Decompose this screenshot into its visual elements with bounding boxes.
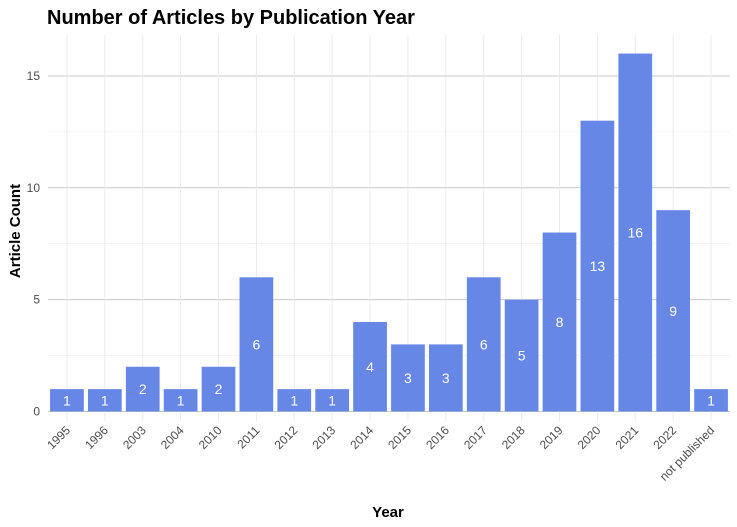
bar bbox=[694, 389, 728, 412]
x-tick-label: 2013 bbox=[310, 423, 339, 452]
y-tick-label: 15 bbox=[27, 69, 41, 83]
bar bbox=[201, 366, 236, 412]
bar bbox=[391, 344, 425, 412]
bar bbox=[656, 210, 691, 412]
bar-value-label: 1 bbox=[290, 392, 298, 408]
x-tick-label: 2014 bbox=[347, 423, 376, 452]
bar-value-label: 2 bbox=[139, 381, 147, 397]
x-tick-label: 2011 bbox=[234, 423, 262, 451]
bar bbox=[163, 389, 198, 412]
bar-value-label: 1 bbox=[101, 392, 109, 408]
bar bbox=[239, 277, 274, 412]
bar bbox=[542, 232, 577, 412]
y-axis-ticks: 0 5 10 15 bbox=[27, 69, 41, 419]
chart-title: Number of Articles by Publication Year bbox=[47, 7, 415, 29]
y-tick-label: 5 bbox=[33, 293, 40, 307]
bars bbox=[50, 53, 728, 412]
bar bbox=[125, 366, 160, 412]
x-tick-label: 2020 bbox=[575, 423, 604, 452]
bar bbox=[466, 277, 501, 412]
bar-value-label: 16 bbox=[627, 225, 643, 241]
y-axis-title: Article Count bbox=[7, 184, 24, 278]
bar bbox=[504, 299, 539, 412]
x-tick-label: 2022 bbox=[651, 423, 680, 452]
bar-value-label: 1 bbox=[63, 392, 71, 408]
x-tick-label: 2021 bbox=[613, 423, 642, 452]
x-axis-title: Year bbox=[372, 504, 404, 521]
x-tick-label: 2016 bbox=[423, 423, 452, 452]
x-tick-label: 1996 bbox=[82, 423, 111, 452]
bar-value-label: 1 bbox=[707, 392, 715, 408]
bar bbox=[277, 389, 312, 412]
bar bbox=[50, 389, 84, 412]
y-tick-label: 0 bbox=[33, 405, 40, 419]
bar-value-label: 6 bbox=[252, 336, 260, 352]
bar-labels: 1 1 2 1 2 6 1 1 4 3 3 6 5 8 13 16 9 1 bbox=[63, 225, 715, 409]
bar bbox=[87, 389, 122, 412]
bar-value-label: 13 bbox=[590, 258, 606, 274]
bar-value-label: 3 bbox=[404, 370, 412, 386]
bar-value-label: 8 bbox=[556, 314, 564, 330]
bar bbox=[428, 344, 463, 412]
bar-value-label: 1 bbox=[328, 392, 336, 408]
bar-value-label: 2 bbox=[215, 381, 223, 397]
bar-value-label: 4 bbox=[366, 359, 374, 375]
x-tick-label: 2018 bbox=[499, 423, 528, 452]
x-tick-label: 2017 bbox=[461, 423, 490, 452]
bar bbox=[580, 120, 615, 412]
x-tick-label: 2015 bbox=[385, 423, 414, 452]
x-tick-label: 2019 bbox=[537, 423, 566, 452]
bar-value-label: 6 bbox=[480, 336, 488, 352]
x-tick-label: 2004 bbox=[158, 423, 187, 452]
bar bbox=[315, 389, 350, 412]
bar bbox=[618, 53, 653, 412]
bar-value-label: 9 bbox=[669, 303, 677, 319]
x-tick-label: 2012 bbox=[272, 423, 301, 452]
bar-value-label: 1 bbox=[177, 392, 185, 408]
x-tick-label: 2010 bbox=[196, 423, 225, 452]
x-tick-label: 1995 bbox=[44, 423, 73, 452]
x-tick-label: 2003 bbox=[120, 423, 149, 452]
x-axis-ticks: 1995 1996 2003 2004 2010 2011 2012 2013 2014 2015… bbox=[44, 423, 717, 484]
bar bbox=[353, 322, 387, 412]
bar-value-label: 5 bbox=[518, 348, 526, 364]
y-tick-label: 10 bbox=[27, 181, 41, 195]
bar-value-label: 3 bbox=[442, 370, 450, 386]
